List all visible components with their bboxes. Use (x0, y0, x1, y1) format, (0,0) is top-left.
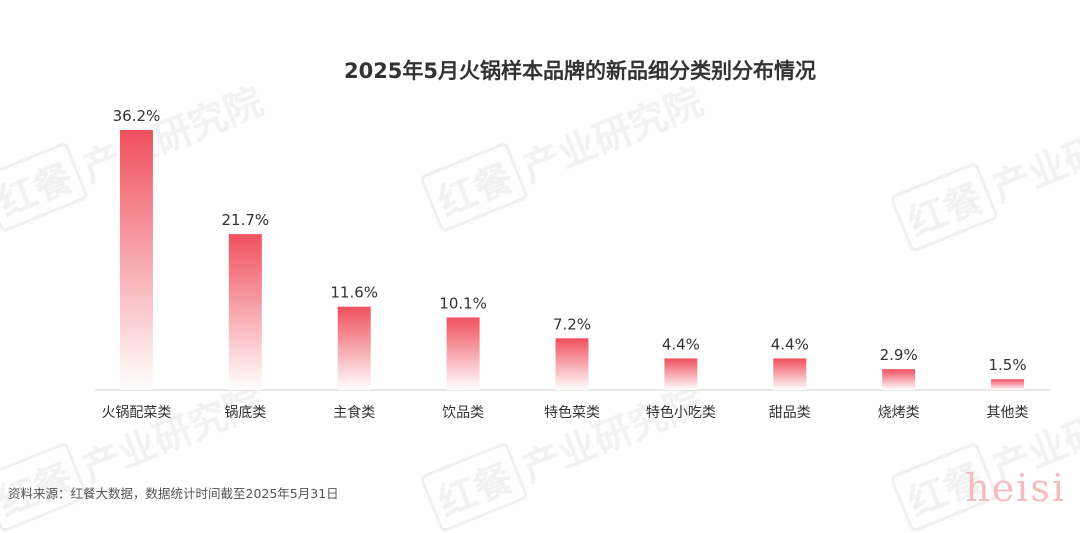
chart-title: 2025年5月火锅样本品牌的新品细分类别分布情况 (344, 59, 816, 83)
corner-watermark: heisi (965, 466, 1066, 510)
bar-7 (773, 358, 807, 390)
data-label: 21.7% (222, 211, 270, 229)
x-tick-label: 特色菜类 (544, 404, 600, 421)
x-tick-label: 主食类 (333, 404, 375, 421)
data-label: 1.5% (989, 356, 1027, 374)
data-label: 10.1% (439, 294, 487, 312)
bar-1 (119, 130, 153, 390)
data-label: 11.6% (330, 284, 378, 302)
data-label: 2.9% (880, 346, 918, 364)
bar-5 (555, 338, 589, 390)
bar-3 (337, 306, 371, 390)
x-tick-label: 锅底类 (224, 405, 266, 421)
bar-4 (446, 317, 480, 390)
x-tick-label: 火锅配菜类 (101, 405, 171, 421)
source-note: 资料来源：红餐大数据，数据统计时间截至2025年5月31日 (8, 486, 339, 501)
data-label: 7.2% (553, 315, 591, 333)
bar-chart: 2025年5月火锅样本品牌的新品细分类别分布情况 36.2% 21.7% 11.6%… (95, 59, 1050, 421)
data-label: 36.2% (113, 107, 161, 125)
x-tick-label: 特色小吃类 (646, 404, 716, 421)
bar-9 (991, 379, 1025, 390)
x-tick-label: 其他类 (987, 405, 1029, 421)
bar-8 (882, 369, 916, 390)
data-label: 4.4% (771, 335, 809, 353)
data-label: 4.4% (662, 335, 700, 353)
bar-6 (664, 358, 698, 390)
x-tick-label: 甜品类 (769, 405, 811, 421)
x-tick-label: 烧烤类 (878, 405, 920, 421)
bar-2 (228, 234, 262, 390)
x-tick-label: 饮品类 (442, 405, 484, 421)
